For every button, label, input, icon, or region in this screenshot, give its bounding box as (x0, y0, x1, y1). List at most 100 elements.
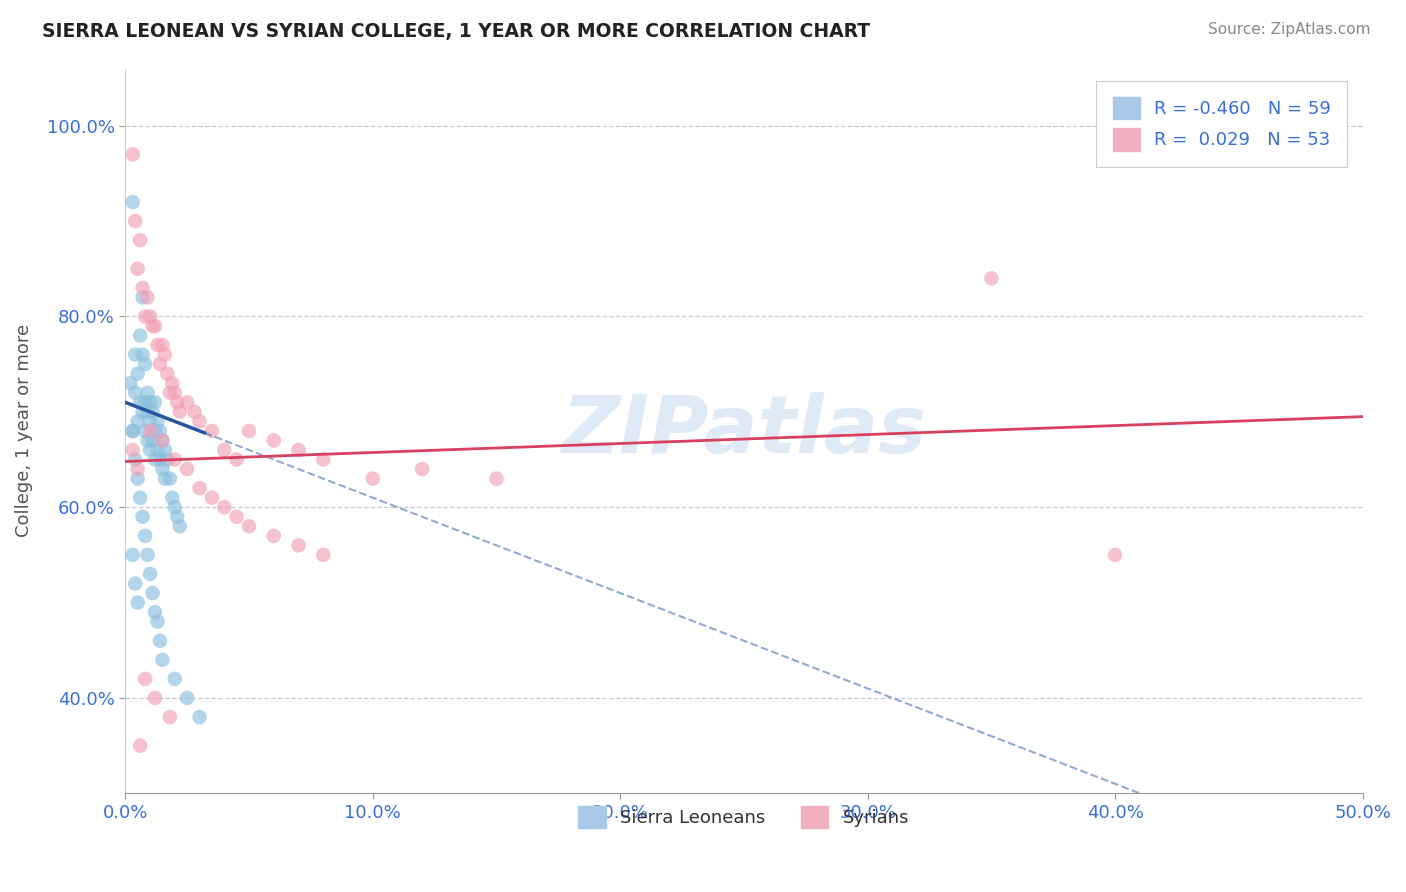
Point (143, 424, 166, 438)
Point (127, 462, 149, 476)
Point (287, 538, 309, 552)
Point (124, 214, 146, 228)
Point (153, 348, 176, 362)
Point (152, 338, 174, 352)
Point (159, 710, 181, 724)
Point (127, 367, 149, 381)
Point (134, 357, 156, 371)
Point (134, 310, 156, 324)
Point (127, 261, 149, 276)
Legend: Sierra Leoneans, Syrians: Sierra Leoneans, Syrians (571, 798, 917, 835)
Point (146, 414, 169, 428)
Point (188, 414, 211, 428)
Point (485, 472, 508, 486)
Point (361, 472, 384, 486)
Point (143, 318, 166, 333)
Point (149, 452, 172, 467)
Point (120, 376, 142, 391)
Point (201, 424, 224, 438)
Point (129, 233, 152, 247)
Point (183, 405, 205, 419)
Point (169, 405, 191, 419)
Point (134, 529, 156, 543)
Point (287, 442, 309, 457)
Point (225, 509, 247, 524)
Point (127, 414, 149, 428)
Point (121, 424, 143, 438)
Point (141, 318, 163, 333)
Point (121, 548, 143, 562)
Point (129, 739, 152, 753)
Point (263, 529, 285, 543)
Point (141, 586, 163, 600)
Point (162, 376, 184, 391)
Point (146, 615, 169, 629)
Point (156, 367, 179, 381)
Point (312, 452, 335, 467)
Point (127, 596, 149, 610)
Point (136, 290, 159, 304)
Point (214, 500, 236, 515)
Point (312, 548, 335, 562)
Point (129, 395, 152, 409)
Point (141, 434, 163, 448)
Point (201, 491, 224, 505)
Text: Source: ZipAtlas.com: Source: ZipAtlas.com (1208, 22, 1371, 37)
Point (163, 385, 186, 400)
Point (163, 452, 186, 467)
Point (263, 434, 285, 448)
Point (121, 147, 143, 161)
Point (149, 357, 172, 371)
Point (131, 509, 153, 524)
Point (156, 452, 179, 467)
Text: SIERRA LEONEAN VS SYRIAN COLLEGE, 1 YEAR OR MORE CORRELATION CHART: SIERRA LEONEAN VS SYRIAN COLLEGE, 1 YEAR… (42, 22, 870, 41)
Point (152, 434, 174, 448)
Point (131, 405, 153, 419)
Point (176, 462, 198, 476)
Point (238, 519, 260, 533)
Point (980, 271, 1002, 285)
Point (139, 424, 162, 438)
Point (146, 442, 169, 457)
Point (139, 310, 162, 324)
Point (214, 442, 236, 457)
Point (146, 338, 169, 352)
Point (139, 414, 162, 428)
Point (129, 328, 152, 343)
Point (152, 653, 174, 667)
Point (139, 566, 162, 581)
Point (153, 442, 176, 457)
Point (141, 405, 163, 419)
Point (121, 424, 143, 438)
Point (169, 519, 191, 533)
Point (131, 281, 153, 295)
Point (143, 690, 166, 705)
Point (149, 424, 172, 438)
Point (124, 452, 146, 467)
Point (139, 442, 162, 457)
Point (166, 509, 188, 524)
Point (143, 395, 166, 409)
Point (238, 424, 260, 438)
Point (136, 385, 159, 400)
Point (136, 434, 159, 448)
Text: ZIPatlas: ZIPatlas (561, 392, 927, 470)
Point (121, 442, 143, 457)
Point (134, 395, 156, 409)
Point (143, 452, 166, 467)
Point (176, 690, 198, 705)
Point (134, 424, 156, 438)
Point (162, 491, 184, 505)
Point (143, 605, 166, 619)
Point (152, 434, 174, 448)
Point (163, 672, 186, 686)
Point (131, 348, 153, 362)
Point (139, 395, 162, 409)
Point (188, 710, 211, 724)
Point (159, 472, 181, 486)
Point (159, 385, 181, 400)
Point (124, 576, 146, 591)
Point (411, 462, 433, 476)
Point (136, 548, 159, 562)
Point (166, 395, 188, 409)
